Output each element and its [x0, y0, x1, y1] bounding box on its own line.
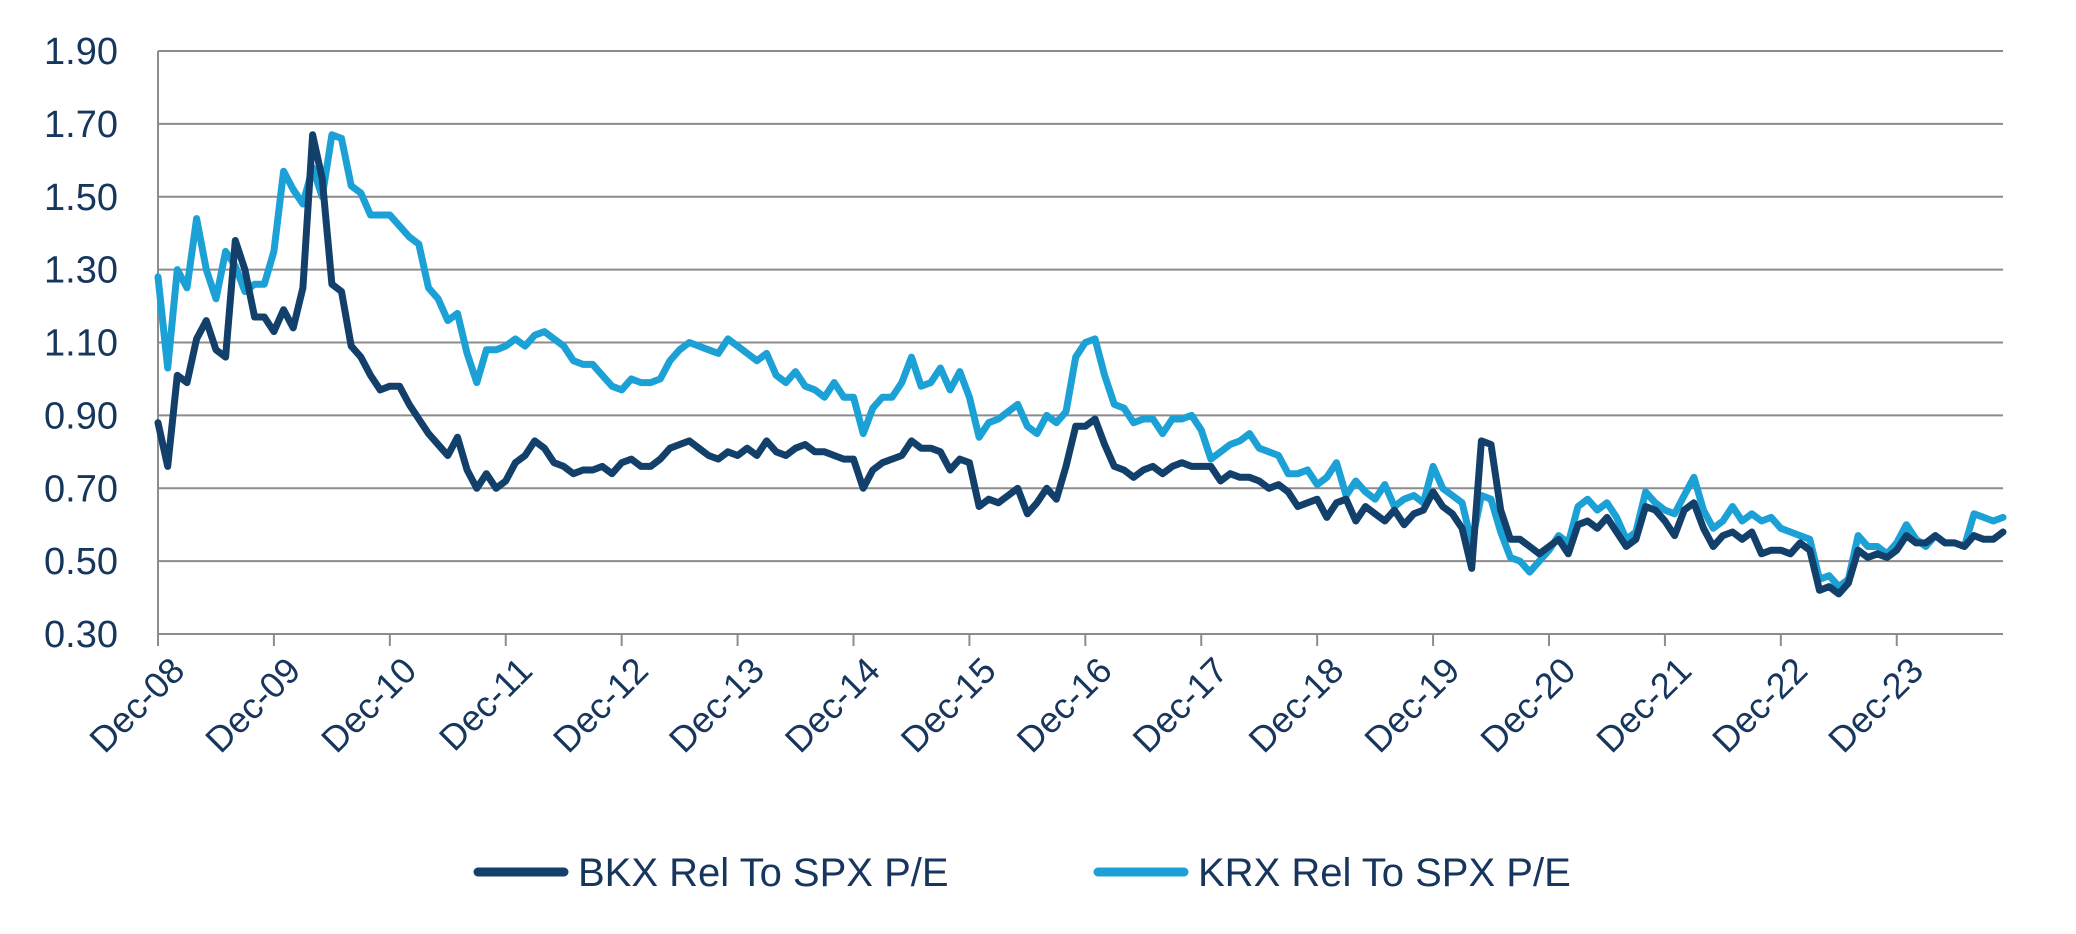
y-tick-label: 0.70 — [44, 468, 118, 510]
x-tick-label: Dec-12 — [545, 649, 656, 760]
gridlines — [158, 50, 2003, 635]
x-tick-label: Dec-08 — [81, 649, 192, 760]
y-tick-label: 1.30 — [44, 250, 118, 292]
x-tick-label: Dec-10 — [313, 649, 424, 760]
x-tick-label: Dec-22 — [1704, 649, 1815, 760]
x-tick-label: Dec-14 — [777, 649, 888, 760]
x-tick-label: Dec-23 — [1820, 649, 1931, 760]
legend-label: BKX Rel To SPX P/E — [578, 851, 949, 895]
x-axis — [157, 51, 2003, 635]
legend-label: KRX Rel To SPX P/E — [1198, 851, 1571, 895]
x-tick-label: Dec-18 — [1240, 649, 1351, 760]
y-tick-label: 1.90 — [44, 31, 118, 73]
y-tick-label: 1.70 — [44, 104, 118, 146]
x-tick-label: Dec-16 — [1009, 649, 1120, 760]
x-tick-label: Dec-11 — [431, 649, 540, 758]
series-line-bkx — [154, 131, 2007, 598]
x-tick-label: Dec-19 — [1356, 649, 1467, 760]
y-axis-tick-labels: 1.90 1.70 1.50 1.30 1.10 0.90 0.70 0.50 0.30 — [44, 31, 118, 656]
legend: BKX Rel To SPX P/E KRX Rel To SPX P/E — [473, 851, 1571, 895]
x-axis-tick-labels: Dec-08 Dec-09 Dec-10 Dec-11 Dec-12 Dec-13 Dec-… — [81, 634, 1931, 760]
x-tick-label: Dec-15 — [893, 649, 1004, 760]
y-tick-label: 0.30 — [44, 614, 118, 656]
y-tick-label: 0.50 — [44, 541, 118, 583]
y-tick-label: 1.50 — [44, 177, 118, 219]
series-line-krx — [154, 131, 2007, 591]
series-lines — [154, 131, 2007, 598]
x-tick-label: Dec-13 — [661, 649, 772, 760]
y-tick-label: 1.10 — [44, 323, 118, 365]
x-tick-label: Dec-20 — [1472, 649, 1583, 760]
x-tick-label: Dec-21 — [1588, 649, 1699, 760]
x-tick-label: Dec-09 — [197, 649, 308, 760]
x-tick-label: Dec-17 — [1125, 649, 1236, 760]
y-tick-label: 0.90 — [44, 395, 118, 437]
